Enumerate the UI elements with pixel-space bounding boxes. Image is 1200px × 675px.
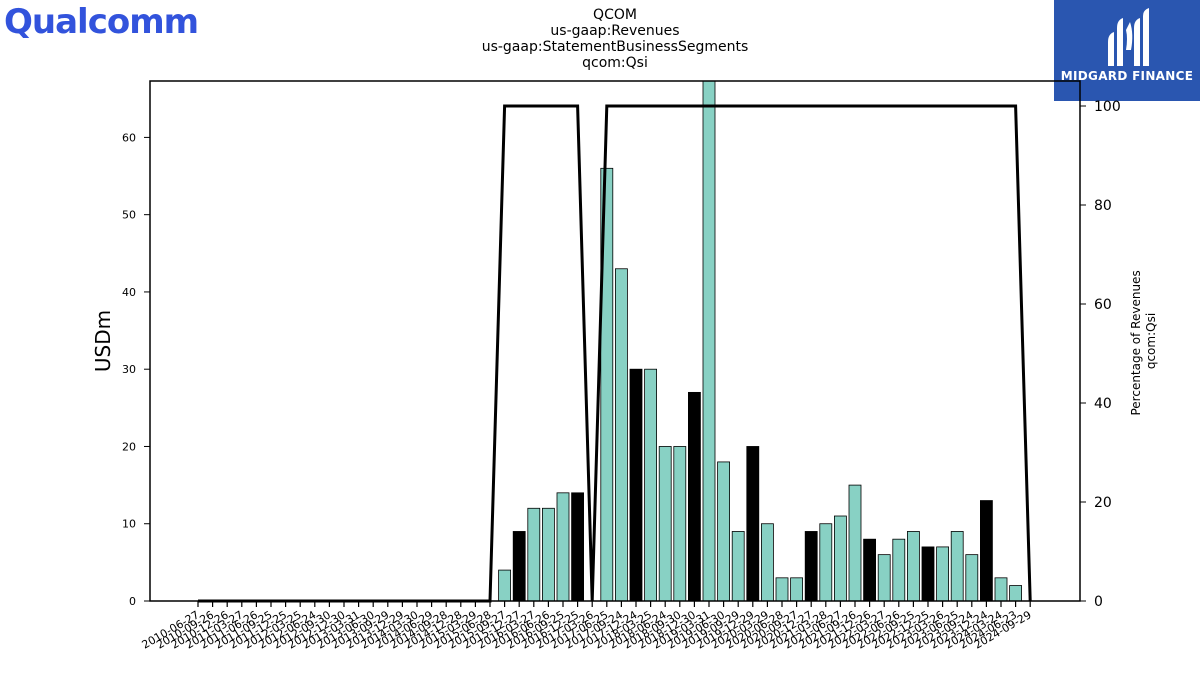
bar <box>877 554 891 602</box>
y-tick-label: 20 <box>122 440 136 453</box>
bar <box>965 554 979 602</box>
y2-tick-label: 60 <box>1094 297 1112 313</box>
chart-title-line: us-gaap:Revenues <box>550 23 680 39</box>
y-tick-label: 0 <box>129 595 136 608</box>
bar <box>542 507 555 602</box>
bar <box>512 531 526 602</box>
bar <box>980 500 993 602</box>
midgard-emblem-icon <box>1108 8 1149 66</box>
y2-axis-label-line: Percentage of Revenues <box>1129 270 1143 415</box>
bar <box>717 461 730 602</box>
bar <box>731 531 745 602</box>
y2-tick-label: 20 <box>1094 495 1112 511</box>
bar <box>615 268 628 602</box>
y-axis-left: 0 10 20 30 40 50 60 <box>122 131 150 608</box>
bar <box>761 523 774 602</box>
bar <box>556 492 570 602</box>
bar <box>921 546 935 602</box>
bar <box>863 538 876 602</box>
y-tick-label: 40 <box>122 286 136 299</box>
percentage-line <box>198 104 1032 603</box>
midgard-finance-wordmark: MIDGARD FINANCE <box>1060 69 1194 83</box>
bar <box>775 577 789 602</box>
bar <box>688 391 701 602</box>
chart-title-line: qcom:Qsi <box>582 55 648 71</box>
bar <box>746 446 760 602</box>
y2-tick-label: 0 <box>1094 594 1103 610</box>
qualcomm-logo: Qualcomm <box>4 2 199 42</box>
bar <box>527 507 541 602</box>
bar <box>994 577 1008 602</box>
bar <box>673 446 687 602</box>
x-axis: 2010-06-272010-09-262010-12-262011-03-27… <box>140 601 1034 652</box>
bar <box>644 368 657 602</box>
y2-tick-label: 100 <box>1094 99 1121 115</box>
bar <box>498 569 512 602</box>
bar <box>892 538 906 602</box>
chart-title-line: us-gaap:StatementBusinessSegments <box>481 39 749 55</box>
bar <box>1009 585 1022 602</box>
bar <box>658 446 672 602</box>
bar <box>804 531 818 602</box>
bar <box>702 80 716 602</box>
y2-axis-label: Percentage of Revenues qcom:Qsi <box>1129 266 1158 415</box>
y-tick-label: 10 <box>122 518 136 531</box>
bar <box>848 484 862 602</box>
y2-tick-label: 40 <box>1094 396 1112 412</box>
plot-frame <box>149 80 1081 602</box>
y-tick-label: 50 <box>122 209 136 222</box>
bar <box>819 523 833 602</box>
bar <box>629 368 643 602</box>
bar <box>936 546 949 602</box>
y2-axis-label-line: qcom:Qsi <box>1144 313 1158 369</box>
y-tick-label: 30 <box>122 363 136 376</box>
bar <box>571 492 584 602</box>
chart-title: QCOM us-gaap:Revenues us-gaap:StatementB… <box>415 7 815 71</box>
bar <box>907 531 920 602</box>
y-axis-right: 0 20 40 60 80 100 <box>1080 99 1121 610</box>
y-axis-label: USDm <box>91 310 115 372</box>
midgard-finance-logo: MIDGARD FINANCE <box>1054 0 1200 101</box>
bar <box>834 515 847 602</box>
y-tick-label: 60 <box>122 131 136 144</box>
bar-series <box>498 80 1022 602</box>
chart-title-line: QCOM <box>593 7 637 23</box>
bar <box>790 577 803 602</box>
y2-tick-label: 80 <box>1094 198 1112 214</box>
bar <box>950 531 964 602</box>
